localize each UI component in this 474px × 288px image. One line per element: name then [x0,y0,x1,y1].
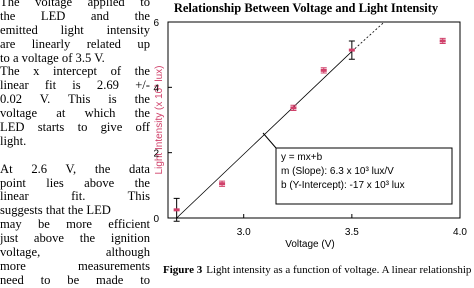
annotation-pointer [262,132,277,149]
fit-line [351,21,385,52]
text-line: may be more efficient [0,217,150,232]
x-tick-label: 3.0 [237,227,251,238]
text-line: need to be made to [0,272,150,287]
plot-frame [167,21,461,219]
annotation-box [275,147,453,205]
caption-text: Light intensity as a function of voltage… [206,264,474,276]
text-line: The voltage applied to [0,0,150,9]
text-line: just above the ignition [0,231,150,246]
data-point [348,48,355,52]
x-axis-label: Voltage (V) [285,239,334,250]
text-line: 0.02 V. This is the [0,92,150,107]
text-line: suggests that the LED [0,203,111,218]
text-line: voltage, although [0,245,150,260]
data-point [290,106,297,110]
text-line: LED starts to give off [0,120,150,135]
y-tick-label: 6 [153,18,159,29]
data-point [439,39,446,43]
text-line: the LED and the [0,8,150,23]
caption-label: Figure 3 [163,264,203,276]
text-line: light. [0,133,27,148]
text-line: emitted light intensity [0,22,150,37]
text-line: At 2.6 V, the data [0,161,150,176]
data-point [219,182,226,186]
annotation-line: b (Y-Intercept): -17 x 10³ lux [281,180,405,191]
annotation-line: y = mx+b [281,152,323,163]
fit-line [176,51,353,219]
text-line: linear fit. This [0,189,150,204]
data-point [320,68,327,72]
annotation-line: m (Slope): 6.3 x 10³ lux/V [281,166,394,177]
data-point [173,208,180,212]
text-line: voltage at which the [0,106,150,121]
text-line: linear fit is 2.69 +/- [0,78,150,93]
text-line: more measurements [0,258,150,273]
chart-title: Relationship Between Voltage and Light I… [174,1,439,15]
text-line: The x intercept of the [0,64,150,79]
x-tick-label: 4.0 [453,227,467,238]
text-line: to a voltage of 3.5 V. [0,50,105,65]
caption: Figure 3 Light intensity as a function of… [163,264,474,276]
x-tick-label: 3.5 [345,227,359,238]
text-column: The voltage applied to the LED and the emi… [0,0,150,288]
y-tick-label: 0 [153,214,159,225]
y-axis-label: Light Intensity (x 10³ lux) [154,66,165,175]
text-line: are linearly related up [0,36,150,51]
y-tick-label: 4 [153,83,159,94]
text-line: point lies above the [0,175,150,190]
y-tick-label: 2 [153,149,159,160]
